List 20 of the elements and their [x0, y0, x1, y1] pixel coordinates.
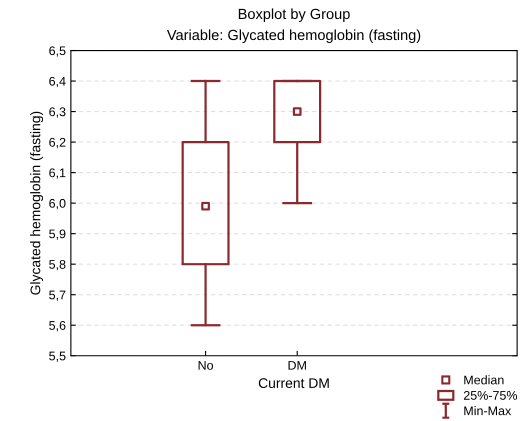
x-tick-label: No [198, 361, 214, 370]
y-tick-label: 6,3 [49, 107, 66, 118]
chart-subtitle: Variable: Glycated hemoglobin (fasting) [166, 29, 420, 44]
text: Min-Max [464, 406, 512, 416]
y-tick-label: 5,8 [49, 260, 66, 270]
y-tick-label: 5,7 [49, 290, 66, 301]
y-tick-label: 5,9 [49, 229, 66, 240]
y-tick-label: 6,2 [49, 138, 66, 148]
y-tick-label: 6,5 [49, 46, 66, 57]
text: Median [464, 375, 504, 384]
y-tick-label: 5,6 [49, 321, 66, 332]
y-tick-label: 6,1 [49, 168, 66, 179]
y-tick-label: 5,5 [49, 352, 66, 362]
x-axis-title: Current DM [258, 378, 329, 388]
y-axis-title: Glycated hemoglobin (fasting) [30, 112, 44, 295]
y-tick-label: 6,0 [49, 198, 66, 210]
y-tick-label: 6,4 [49, 76, 66, 88]
x-tick-label: DM [288, 361, 306, 370]
legend-label: 25%-75% [464, 390, 518, 400]
chart-title: Boxplot by Group [238, 8, 350, 22]
